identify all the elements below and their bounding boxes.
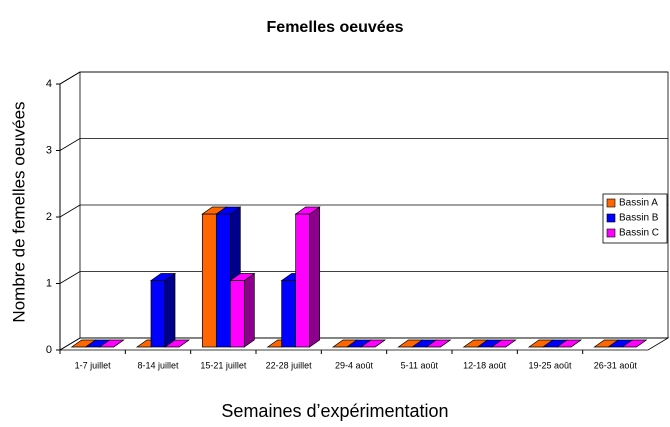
bar-top bbox=[215, 206, 242, 215]
grid-line bbox=[59, 138, 81, 151]
bar-top bbox=[359, 339, 387, 348]
bar-top bbox=[621, 339, 648, 348]
bar-front bbox=[281, 280, 297, 348]
x-tick-label: 5-11 août bbox=[401, 360, 439, 370]
legend-label: Bassin B bbox=[619, 213, 659, 224]
grid-line bbox=[59, 71, 81, 85]
legend-label: Bassin C bbox=[619, 228, 659, 239]
x-axis-label: Semaines d’expérimentation bbox=[221, 401, 448, 421]
grid-line bbox=[59, 271, 81, 284]
bar-top bbox=[490, 339, 517, 348]
x-tick-label: 1-7 juillet bbox=[75, 360, 112, 370]
bar-front bbox=[201, 213, 217, 348]
chart-title: Femelles oeuvées bbox=[267, 19, 404, 36]
legend-label: Bassin A bbox=[619, 198, 658, 209]
y-tick-label: 4 bbox=[46, 78, 52, 90]
bar-top bbox=[555, 339, 583, 348]
y-tick-label: 3 bbox=[46, 144, 52, 156]
x-tick-label: 8-14 juillet bbox=[137, 360, 179, 370]
bar-top bbox=[425, 339, 452, 348]
bar-side bbox=[309, 206, 321, 348]
x-tick-label: 15-21 juillet bbox=[200, 360, 247, 370]
legend-swatch bbox=[606, 198, 616, 208]
grid-line bbox=[59, 337, 81, 351]
bar-top bbox=[294, 206, 321, 215]
bar-side bbox=[243, 272, 255, 348]
legend-swatch bbox=[606, 213, 616, 223]
bar-front bbox=[150, 280, 166, 348]
legend-swatch bbox=[606, 228, 616, 238]
grid-line bbox=[59, 204, 81, 218]
y-tick-label: 2 bbox=[46, 211, 52, 223]
x-tick-label: 22-28 juillet bbox=[266, 360, 313, 370]
y-tick-label: 1 bbox=[46, 277, 52, 289]
x-tick-label: 12-18 août bbox=[463, 360, 507, 370]
y-tick-label: 0 bbox=[46, 344, 52, 356]
bar-front bbox=[295, 213, 311, 348]
bar-top bbox=[163, 339, 191, 348]
bar-top bbox=[229, 273, 256, 281]
y-axis-label: Nombre de femelles oeuvées bbox=[9, 101, 28, 322]
bar-top bbox=[149, 273, 177, 281]
bar-top bbox=[98, 339, 125, 348]
bar-front bbox=[229, 280, 245, 348]
x-tick-label: 26-31 août bbox=[594, 360, 638, 370]
x-tick-label: 19-25 août bbox=[528, 360, 572, 370]
bar-front bbox=[215, 213, 231, 348]
bar-side bbox=[164, 272, 176, 348]
x-tick-label: 29-4 août bbox=[335, 360, 374, 370]
